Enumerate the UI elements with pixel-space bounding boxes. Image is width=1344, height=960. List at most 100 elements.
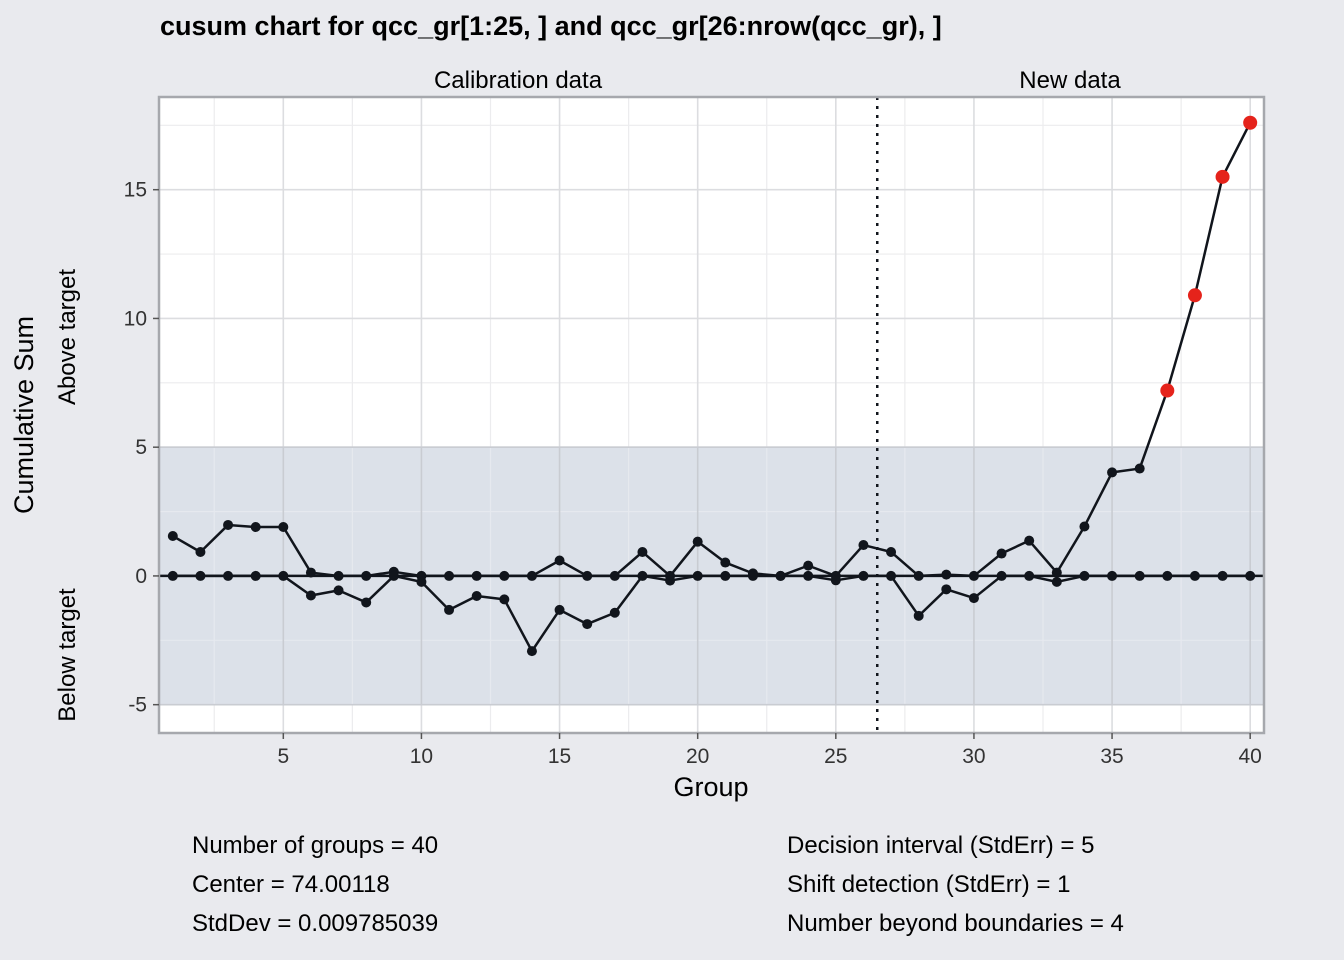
data-point — [582, 570, 593, 581]
data-point — [941, 584, 952, 595]
stat-stddev: StdDev = 0.009785039 — [192, 910, 439, 937]
series-2-line — [172, 574, 1251, 653]
violation-point — [1243, 115, 1258, 130]
data-point — [637, 546, 648, 557]
section-label-new: New data — [1019, 67, 1121, 94]
data-point — [858, 540, 869, 551]
x-axis-ticks: 5 10 15 20 25 30 35 40 — [277, 733, 1262, 768]
stats-left: Number of groups = 40 Center = 74.00118 … — [192, 826, 438, 943]
data-point — [747, 570, 758, 581]
data-point — [526, 646, 537, 657]
data-point — [1134, 463, 1145, 474]
data-point — [499, 570, 510, 581]
y-label-above-target: Above target — [54, 269, 81, 405]
data-point — [1024, 535, 1035, 546]
data-point — [637, 570, 648, 581]
data-point — [278, 570, 289, 581]
data-point — [609, 570, 620, 581]
data-point — [1189, 570, 1200, 581]
data-point — [1051, 567, 1062, 578]
x-tick-label: 40 — [1239, 745, 1262, 768]
x-axis-label: Group — [673, 772, 748, 802]
violation-point — [1187, 288, 1202, 303]
data-point — [775, 570, 786, 581]
y-tick-label: 0 — [135, 565, 147, 588]
data-point — [665, 575, 676, 586]
data-point — [444, 604, 455, 615]
data-point — [609, 607, 620, 618]
data-point — [692, 536, 703, 547]
violation-point — [1160, 383, 1175, 398]
x-tick-label: 25 — [824, 745, 847, 768]
y-tick-label: 5 — [135, 436, 147, 459]
data-point — [720, 557, 731, 568]
data-point — [582, 619, 593, 630]
y-axis-ticks: -5 0 5 10 15 — [124, 179, 159, 717]
data-point — [333, 570, 344, 581]
data-point — [416, 576, 427, 587]
data-point — [1162, 570, 1173, 581]
chart-title: cusum chart for qcc_gr[1:25, ] and qcc_g… — [160, 11, 942, 41]
data-point — [471, 591, 482, 602]
data-point — [858, 570, 869, 581]
data-point — [223, 570, 234, 581]
data-point — [968, 570, 979, 581]
data-point — [941, 569, 952, 580]
data-point — [1079, 570, 1090, 581]
x-tick-label: 30 — [962, 745, 985, 768]
data-point — [471, 570, 482, 581]
y-label-below-target: Below target — [54, 588, 81, 722]
data-point — [1245, 570, 1256, 581]
data-point — [1024, 570, 1035, 581]
series-1-line — [172, 122, 1252, 578]
data-point — [1217, 570, 1228, 581]
data-point — [388, 570, 399, 581]
stat-number-of-groups: Number of groups = 40 — [192, 832, 439, 859]
x-tick-label: 35 — [1100, 745, 1123, 768]
data-point — [278, 522, 289, 533]
data-point — [361, 597, 372, 608]
x-tick-label: 20 — [686, 745, 709, 768]
stats-right: Decision interval (StdErr) = 5 Shift det… — [787, 826, 1124, 943]
data-point — [913, 570, 924, 581]
plot-border — [157, 95, 1266, 735]
data-point — [720, 570, 731, 581]
y-tick-label: 15 — [124, 179, 147, 202]
data-point — [968, 593, 979, 604]
data-point — [803, 560, 814, 571]
data-point — [1051, 576, 1062, 587]
data-point — [305, 590, 316, 601]
data-point — [167, 570, 178, 581]
data-point — [886, 570, 897, 581]
data-point — [692, 570, 703, 581]
data-point — [554, 555, 565, 566]
data-point — [361, 570, 372, 581]
y-tick-label: 10 — [124, 307, 147, 330]
data-point — [444, 570, 455, 581]
stat-beyond-boundaries: Number beyond boundaries = 4 — [787, 910, 1124, 937]
section-label-calibration: Calibration data — [434, 67, 603, 94]
x-tick-label: 10 — [410, 745, 433, 768]
data-point — [913, 610, 924, 621]
stat-shift-detection: Shift detection (StdErr) = 1 — [787, 871, 1071, 898]
data-point — [830, 575, 841, 586]
x-tick-label: 5 — [277, 745, 289, 768]
y-axis-label: Cumulative Sum — [9, 316, 39, 514]
data-point — [526, 570, 537, 581]
y-tick-label: -5 — [128, 694, 147, 717]
data-point — [1107, 570, 1118, 581]
data-point — [996, 570, 1007, 581]
data-point — [167, 531, 178, 542]
data-point — [195, 546, 206, 557]
data-point — [223, 519, 234, 530]
data-point — [499, 594, 510, 605]
data-point — [1107, 467, 1118, 478]
data-point — [333, 585, 344, 596]
series-layer — [167, 115, 1258, 657]
stat-decision-interval: Decision interval (StdErr) = 5 — [787, 832, 1095, 859]
data-point — [803, 570, 814, 581]
x-tick-label: 15 — [548, 745, 571, 768]
data-point — [1134, 570, 1145, 581]
data-point — [554, 604, 565, 615]
